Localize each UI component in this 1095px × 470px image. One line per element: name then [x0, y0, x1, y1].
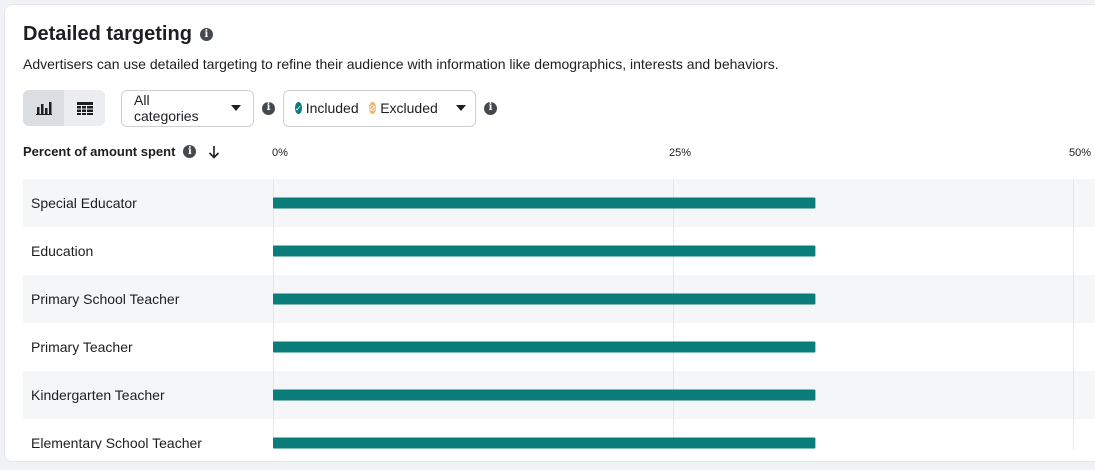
bar-chart-icon	[35, 102, 52, 115]
category-info-icon[interactable]: i	[262, 101, 275, 115]
included-label: Included	[305, 100, 359, 116]
table-icon	[76, 101, 93, 115]
x-tick-label: 50%	[1068, 147, 1092, 159]
category-label: Primary School Teacher	[31, 291, 180, 307]
title-row: Detailed targeting i	[23, 23, 213, 46]
card-title: Detailed targeting	[23, 23, 192, 45]
x-tick-label: 0%	[272, 147, 288, 159]
data-bar[interactable]	[273, 245, 816, 257]
x-tick-label: 25%	[668, 147, 692, 159]
category-select[interactable]: All categories	[121, 89, 254, 127]
data-bar[interactable]	[273, 293, 816, 305]
category-select-value: All categories	[134, 92, 199, 124]
bar-chart: Special Educator Education Primary School …	[23, 179, 1095, 449]
chart-view-button[interactable]	[23, 90, 64, 126]
data-bar[interactable]	[273, 341, 816, 353]
metric-column-header[interactable]: Percent of amount spent i	[23, 144, 220, 159]
category-label: Primary Teacher	[31, 339, 133, 355]
category-label: Special Educator	[31, 195, 137, 211]
table-view-button[interactable]	[64, 90, 105, 126]
category-label: Elementary School Teacher	[31, 435, 202, 449]
data-bar[interactable]	[273, 389, 816, 401]
category-label: Kindergarten Teacher	[31, 387, 165, 403]
view-toggle	[23, 90, 105, 126]
inclusion-select[interactable]: ✓ Included ⊘ Excluded	[283, 89, 476, 127]
info-icon[interactable]: i	[199, 28, 213, 41]
data-bar[interactable]	[273, 437, 816, 449]
chevron-down-icon	[455, 105, 466, 111]
detailed-targeting-card: Detailed targeting i Advertisers can use…	[4, 4, 1095, 462]
inclusion-info-icon[interactable]: i	[484, 101, 497, 115]
chart-header-row: Percent of amount spent i 0% 25% 50%	[23, 144, 1095, 164]
metric-label: Percent of amount spent	[23, 144, 176, 159]
card-description: Advertisers can use detailed targeting t…	[23, 56, 779, 72]
metric-info-icon[interactable]: i	[183, 145, 197, 158]
category-label: Education	[31, 243, 93, 259]
excluded-label: Excluded	[380, 100, 438, 116]
sort-arrow-down-icon[interactable]	[208, 145, 220, 159]
check-circle-icon: ✓	[295, 102, 302, 114]
excluded-circle-icon: ⊘	[368, 102, 377, 114]
data-bar[interactable]	[273, 197, 816, 209]
toolbar: All categories i ✓ Included ⊘ Excluded i	[23, 89, 497, 127]
chevron-down-icon	[231, 105, 241, 111]
